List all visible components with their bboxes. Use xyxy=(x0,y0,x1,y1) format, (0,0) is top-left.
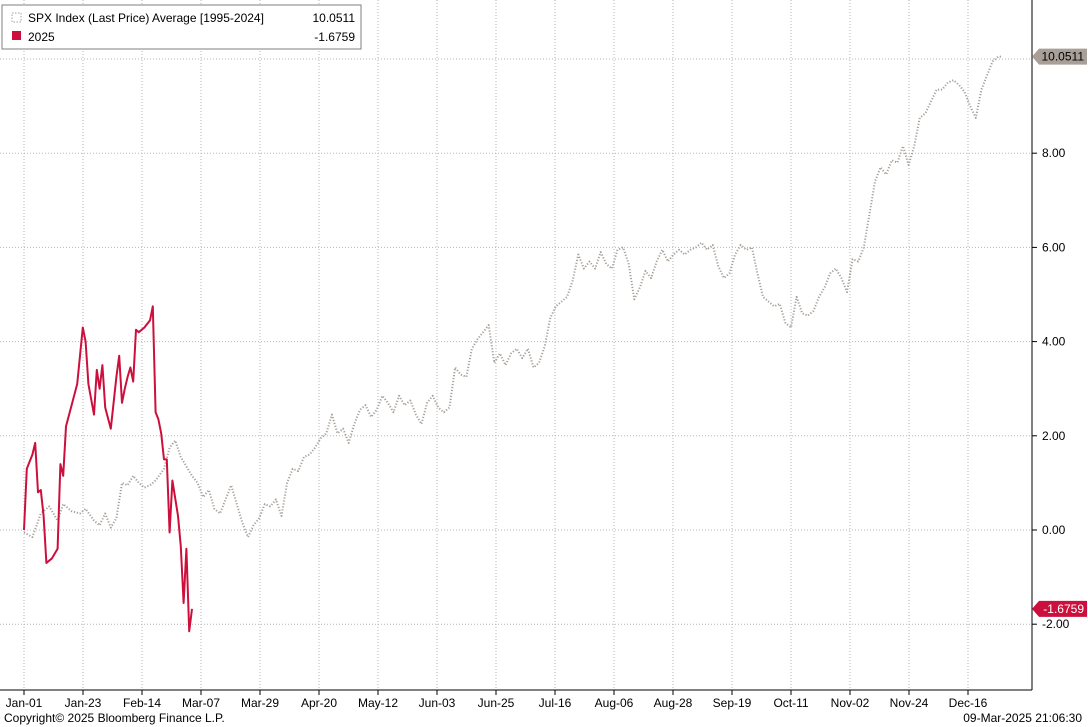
x-tick-label: Oct-11 xyxy=(773,696,808,710)
y-tick-label: 4.00 xyxy=(1042,335,1066,349)
legend: SPX Index (Last Price) Average [1995-202… xyxy=(1,4,362,50)
y-tick-label: -2.00 xyxy=(1042,617,1070,631)
x-tick-label: Jan-23 xyxy=(65,696,102,710)
y-axis: 8.00 6.00 4.00 2.00 0.00 -2.00 xyxy=(1032,146,1070,631)
x-tick-label: Mar-29 xyxy=(241,696,279,710)
x-tick-label: Jun-03 xyxy=(419,696,456,710)
x-tick-label: Aug-06 xyxy=(595,696,634,710)
legend-value-2025: -1.6759 xyxy=(314,30,355,44)
y-tick-label: 6.00 xyxy=(1042,240,1066,254)
series-layer xyxy=(23,55,1001,633)
y-tick-label: 2.00 xyxy=(1042,429,1066,443)
x-tick-label: Sep-19 xyxy=(713,696,752,710)
x-tick-label: Jun-25 xyxy=(478,696,515,710)
x-tick-label: Nov-02 xyxy=(831,696,870,710)
x-tick-label: Aug-28 xyxy=(654,696,693,710)
last-value-tag-text: -1.6759 xyxy=(1043,602,1084,616)
y-tick-label: 0.00 xyxy=(1042,523,1066,537)
x-axis: Jan-01 Jan-23 Feb-14 Mar-07 Mar-29 Apr-20 May-… xyxy=(6,690,988,710)
x-tick-label: Feb-14 xyxy=(123,696,161,710)
x-tick-label: Jan-01 xyxy=(6,696,43,710)
legend-label-2025: 2025 xyxy=(28,30,55,44)
series-line-average xyxy=(23,55,1001,539)
last-value-tag-average: 10.0511 xyxy=(1032,48,1087,65)
plot-border xyxy=(0,0,1033,691)
series-line-2025 xyxy=(23,305,193,633)
legend-box xyxy=(1,4,362,50)
y-tick-label: 8.00 xyxy=(1042,146,1066,160)
legend-swatch-average xyxy=(11,12,22,23)
x-tick-label: Nov-24 xyxy=(890,696,929,710)
last-value-tag-bg xyxy=(1032,48,1087,65)
x-tick-label: May-12 xyxy=(358,696,398,710)
x-tick-label: Mar-07 xyxy=(182,696,220,710)
copyright-text: Copyright© 2025 Bloomberg Finance L.P. xyxy=(4,711,225,725)
legend-swatch-2025 xyxy=(12,31,21,40)
last-value-tag-2025: -1.6759 xyxy=(1032,600,1087,617)
legend-value-average: 10.0511 xyxy=(313,11,356,25)
grid-lines xyxy=(0,0,1032,690)
x-tick-label: Jul-16 xyxy=(539,696,572,710)
last-value-tag-text: 10.0511 xyxy=(1042,50,1085,64)
last-value-tags: 10.0511 -1.6759 xyxy=(1032,48,1087,617)
legend-label-average: SPX Index (Last Price) Average [1995-202… xyxy=(28,11,264,25)
x-tick-label: Dec-16 xyxy=(949,696,988,710)
last-value-tag-bg xyxy=(1032,600,1087,617)
x-tick-label: Apr-20 xyxy=(301,696,337,710)
timestamp-text: 09-Mar-2025 21:06:30 xyxy=(963,711,1082,725)
